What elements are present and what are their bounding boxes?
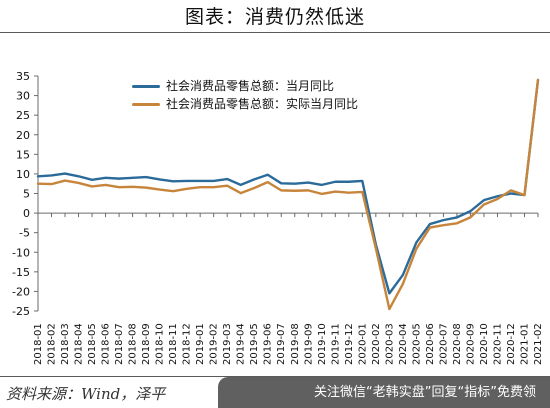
x-tick-label: 2018-07 (114, 323, 125, 365)
legend-label-nominal: 社会消费品零售总额：当月同比 (166, 79, 335, 93)
x-tick-label: 2020-08 (452, 323, 463, 365)
footer: 资料来源：Wind，泽平 关注微信“老韩实盘”回复“指标”免费领 (0, 376, 550, 408)
x-tick-label: 2019-02 (209, 323, 220, 365)
y-tick-label: 10 (16, 168, 30, 181)
x-tick-label: 2019-05 (249, 323, 260, 365)
x-tick-label: 2018-10 (155, 323, 166, 365)
x-tick-label: 2018-06 (101, 323, 112, 365)
legend-swatch-nominal (132, 84, 160, 88)
x-tick-label: 2020-06 (425, 323, 436, 365)
x-tick-label: 2020-12 (506, 323, 517, 365)
x-tick-label: 2019-04 (236, 323, 247, 365)
legend-label-real: 社会消费品零售总额：实际当月同比 (166, 97, 359, 111)
x-tick-label: 2018-02 (47, 323, 58, 365)
x-tick-label: 2020-03 (384, 323, 395, 365)
x-tick-label: 2019-06 (263, 323, 274, 365)
x-tick-label: 2019-12 (344, 323, 355, 365)
x-tick-label: 2019-08 (290, 323, 301, 365)
chart-title: 图表：消费仍然低迷 (184, 6, 365, 28)
legend: 社会消费品零售总额：当月同比 社会消费品零售总额：实际当月同比 (132, 77, 358, 113)
y-tick-label: 25 (16, 109, 30, 122)
legend-swatch-real (132, 102, 160, 106)
y-tick-label: 35 (16, 70, 30, 83)
x-tick-label: 2020-10 (479, 323, 490, 365)
x-tick-label: 2020-09 (465, 323, 476, 365)
x-tick-label: 2020-07 (438, 323, 449, 365)
x-tick-label: 2020-04 (398, 323, 409, 365)
series-layer (36, 78, 540, 311)
y-tick-label: -15 (12, 266, 30, 279)
x-tick-label: 2018-04 (74, 323, 85, 365)
x-tick-label: 2020-01 (357, 323, 368, 365)
y-tick-label: -10 (12, 246, 30, 259)
x-tick-label: 2019-09 (303, 323, 314, 365)
y-tick-label: -20 (12, 285, 30, 298)
x-tick-label: 2018-08 (128, 323, 139, 365)
y-tick-label: 30 (16, 90, 30, 103)
x-tick-label: 2021-01 (519, 323, 530, 365)
x-tick-label: 2019-01 (195, 323, 206, 365)
x-tick-label: 2018-09 (141, 323, 152, 365)
y-tick-label: -5 (19, 227, 30, 240)
x-tick-label: 2021-02 (533, 323, 544, 365)
legend-item-nominal: 社会消费品零售总额：当月同比 (132, 77, 358, 95)
series-line-nominal (36, 78, 540, 295)
x-tick-label: 2018-03 (60, 323, 71, 365)
x-tick-label: 2020-11 (492, 323, 503, 365)
series-line-real (36, 78, 540, 311)
x-tick-label: 2020-02 (371, 323, 382, 365)
x-tick-label: 2019-03 (222, 323, 233, 365)
legend-item-real: 社会消费品零售总额：实际当月同比 (132, 95, 358, 113)
y-tick-label: -25 (12, 305, 30, 318)
x-tick-label: 2019-11 (330, 323, 341, 365)
x-tick-label: 2018-12 (182, 323, 193, 365)
x-tick-label: 2019-07 (276, 323, 287, 365)
chart-area: 35 30 25 20 15 10 5 0 -5 -10 -15 -20 -25 2018-01 2018-… (0, 34, 550, 376)
source-note: 资料来源：Wind，泽平 (6, 385, 166, 403)
x-tick-label: 2018-11 (168, 323, 179, 365)
y-tick-label: 5 (23, 188, 30, 201)
y-tick-label: 15 (16, 148, 30, 161)
y-tick-label: 0 (23, 207, 30, 220)
x-tick-label: 2020-05 (411, 323, 422, 365)
y-tick-label: 20 (16, 129, 30, 142)
x-tick-label: 2018-01 (33, 323, 44, 365)
header: 图表：消费仍然低迷 (0, 0, 550, 33)
x-tick-label: 2018-05 (87, 323, 98, 365)
watermark-overlay: 关注微信“老韩实盘”回复“指标”免费领 (218, 377, 550, 408)
x-tick-label: 2019-10 (317, 323, 328, 365)
